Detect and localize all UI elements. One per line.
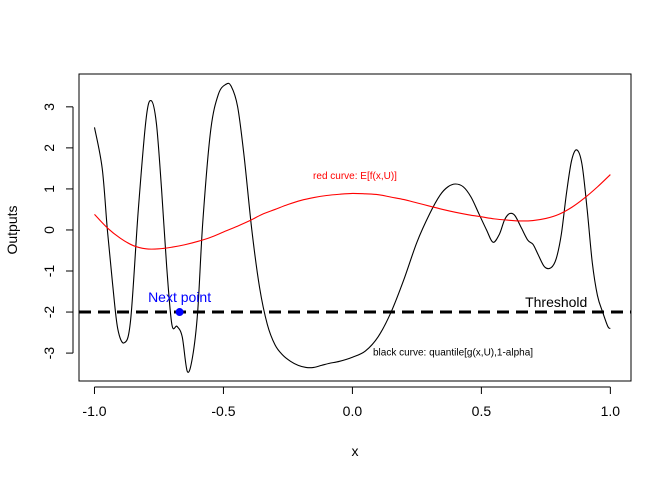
y-axis-label: Outputs bbox=[4, 205, 20, 254]
x-tick-label: 0.5 bbox=[472, 403, 492, 419]
series-line-red bbox=[94, 174, 611, 250]
y-tick-label: 2 bbox=[41, 144, 57, 152]
x-axis-label: x bbox=[352, 443, 359, 459]
annotation-layer: red curve: E[f(x,U)] black curve: quantil… bbox=[313, 171, 533, 358]
threshold-layer: Threshold Next point bbox=[79, 289, 631, 317]
black-curve-annotation: black curve: quantile[g(x,U),1-alpha] bbox=[373, 348, 533, 359]
y-tick-label: 1 bbox=[41, 185, 57, 193]
red-curve-annotation: red curve: E[f(x,U)] bbox=[313, 171, 397, 182]
threshold-label: Threshold bbox=[525, 294, 587, 310]
y-axis: -3 -2 -1 0 1 2 3 bbox=[41, 103, 74, 360]
plot-frame bbox=[78, 73, 632, 382]
x-axis: -1.0 -0.5 0.0 0.5 1.0 bbox=[82, 386, 621, 419]
x-tick-label: -0.5 bbox=[211, 403, 235, 419]
x-tick-label: -1.0 bbox=[82, 403, 106, 419]
y-tick-label: -1 bbox=[41, 265, 57, 278]
y-tick-label: 3 bbox=[41, 103, 57, 111]
next-point-label: Next point bbox=[148, 289, 211, 305]
series-layer bbox=[93, 82, 611, 373]
y-tick-label: -3 bbox=[41, 347, 57, 360]
y-tick-label: -2 bbox=[41, 306, 57, 319]
y-tick-label: 0 bbox=[41, 226, 57, 234]
x-tick-label: 1.0 bbox=[601, 403, 621, 419]
series-line-black bbox=[93, 82, 611, 373]
plot-area bbox=[93, 82, 611, 373]
next-point-marker bbox=[175, 308, 184, 317]
x-tick-label: 0.0 bbox=[343, 403, 363, 419]
